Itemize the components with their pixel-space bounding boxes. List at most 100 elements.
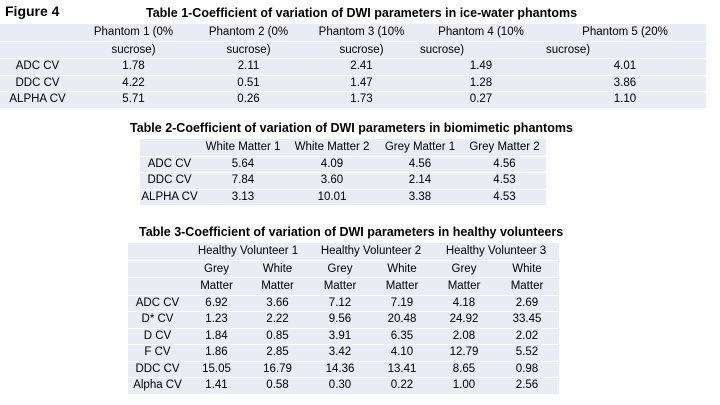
table-row: DDC CV 15.05 16.79 14.36 13.41 8.65 0.98 (128, 361, 559, 378)
table-cell: 0.30 (309, 377, 371, 395)
table-row: ADC CV 6.92 3.66 7.12 7.19 4.18 2.69 (128, 295, 559, 312)
row-label: D CV (128, 328, 187, 345)
table2-header-white-matter-2: White Matter 2 (287, 139, 377, 157)
table1-header-phantom-2: Phantom 2 (0% (192, 24, 305, 42)
table-cell: 1.49 (418, 58, 544, 76)
table-cell: 1.28 (418, 75, 544, 92)
table1-header-phantom-1: Phantom 1 (0% (75, 24, 192, 42)
table-cell: 1.41 (187, 377, 246, 395)
table-cell: 14.36 (309, 361, 371, 378)
table1-header-sub-4: sucrose) (418, 41, 544, 59)
table-cell: 2.69 (495, 295, 559, 312)
table1-header-row-2: sucrose) sucrose) sucrose) sucrose) sucr… (0, 41, 706, 59)
table3-sub-header: Grey (309, 260, 371, 278)
row-label: D* CV (128, 311, 187, 329)
table-cell: 4.18 (433, 295, 495, 312)
table3-sub-header: White (246, 260, 309, 278)
table2-biomimetic-phantoms: White Matter 1 White Matter 2 Grey Matte… (140, 139, 546, 206)
row-label: DDC CV (128, 361, 187, 378)
row-label: ADC CV (128, 295, 187, 312)
table1-ice-water-phantoms: Phantom 1 (0% Phantom 2 (0% Phantom 3 (1… (0, 24, 706, 109)
table3-sub-header: Matter (371, 277, 433, 296)
table3-sub-header-row-1: Grey White Grey White Grey White (128, 260, 559, 278)
table-row: D* CV 1.23 2.22 9.56 20.48 24.92 33.45 (128, 311, 559, 329)
table-cell: 13.41 (371, 361, 433, 378)
table-row: DDC CV 4.22 0.51 1.47 1.28 3.86 (0, 75, 706, 92)
table3-healthy-volunteers: Healthy Volunteer 1 Healthy Volunteer 2 … (128, 243, 559, 395)
table1-header-phantom-5: Phantom 5 (20% (544, 24, 706, 42)
row-label: ADC CV (0, 58, 75, 76)
table1-header-phantom-3: Phantom 3 (10% (305, 24, 418, 42)
table-cell: 4.53 (463, 172, 546, 190)
table-cell: 5.52 (495, 344, 559, 362)
table-cell: 4.10 (371, 344, 433, 362)
table3-group-volunteer-2: Healthy Volunteer 2 (309, 243, 433, 261)
table-cell: 20.48 (371, 311, 433, 329)
table-cell: 6.35 (371, 328, 433, 345)
table-cell: 4.01 (544, 58, 706, 76)
table-cell: 1.23 (187, 311, 246, 329)
table3-sub-header: Grey (187, 260, 246, 278)
table3-sub-header: Matter (246, 277, 309, 296)
figure-label: Figure 4 (5, 3, 60, 19)
table1-header-sub-5: sucrose) (544, 41, 706, 59)
table-cell: 0.58 (246, 377, 309, 395)
table-cell: 4.56 (377, 156, 463, 173)
table-cell: 1.86 (187, 344, 246, 362)
table-cell: 7.19 (371, 295, 433, 312)
table1-header-row-1: Phantom 1 (0% Phantom 2 (0% Phantom 3 (1… (0, 24, 706, 42)
table2-header-grey-matter-2: Grey Matter 2 (463, 139, 546, 157)
table-row: Alpha CV 1.41 0.58 0.30 0.22 1.00 2.56 (128, 377, 559, 395)
table2-header-row: White Matter 1 White Matter 2 Grey Matte… (140, 139, 546, 157)
table-cell: 0.51 (192, 75, 305, 92)
table3-group-volunteer-1: Healthy Volunteer 1 (187, 243, 309, 261)
table-cell: 0.27 (418, 91, 544, 109)
table-cell: 4.56 (463, 156, 546, 173)
table-cell: 0.22 (371, 377, 433, 395)
table3-sub-header: White (495, 260, 559, 278)
table3-sub-header: White (371, 260, 433, 278)
table-cell: 3.60 (287, 172, 377, 190)
table-cell: 2.11 (192, 58, 305, 76)
table-cell: 33.45 (495, 311, 559, 329)
table-cell: 0.85 (246, 328, 309, 345)
table2-header-white-matter-1: White Matter 1 (199, 139, 287, 157)
table-cell: 2.85 (246, 344, 309, 362)
table3-sub-header: Matter (433, 277, 495, 296)
table-cell: 1.10 (544, 91, 706, 109)
table-cell: 3.91 (309, 328, 371, 345)
table3-sub-header: Matter (309, 277, 371, 296)
table-cell: 7.12 (309, 295, 371, 312)
row-label: ADC CV (140, 156, 199, 173)
table3-title: Table 3-Coefficient of variation of DWI … (139, 225, 564, 239)
table-cell: 1.73 (305, 91, 418, 109)
table1-title: Table 1-Coefficient of variation of DWI … (146, 6, 578, 20)
table-cell: 4.22 (75, 75, 192, 92)
table-cell: 24.92 (433, 311, 495, 329)
table-row: D CV 1.84 0.85 3.91 6.35 2.08 2.02 (128, 328, 559, 345)
table2-header-grey-matter-1: Grey Matter 1 (377, 139, 463, 157)
table-cell: 0.98 (495, 361, 559, 378)
table-row: ADC CV 5.64 4.09 4.56 4.56 (140, 156, 546, 173)
table-row: ALPHA CV 5.71 0.26 1.73 0.27 1.10 (0, 91, 706, 109)
table2-title: Table 2-Coefficient of variation of DWI … (130, 121, 573, 135)
table-cell: 15.05 (187, 361, 246, 378)
table1-header-sub-3: sucrose) (305, 41, 418, 59)
table-cell: 9.56 (309, 311, 371, 329)
table-row: ALPHA CV 3.13 10.01 3.38 4.53 (140, 189, 546, 206)
table-cell: 3.86 (544, 75, 706, 92)
table-cell: 1.00 (433, 377, 495, 395)
table-cell: 8.65 (433, 361, 495, 378)
table-cell: 2.56 (495, 377, 559, 395)
row-label: ALPHA CV (0, 91, 75, 109)
table1-header-sub-1: sucrose) (75, 41, 192, 59)
table-cell: 2.14 (377, 172, 463, 190)
row-label: ALPHA CV (140, 189, 199, 206)
table-cell: 3.38 (377, 189, 463, 206)
table-cell: 3.13 (199, 189, 287, 206)
table1-header-phantom-4: Phantom 4 (10% (418, 24, 544, 42)
table-cell: 0.26 (192, 91, 305, 109)
table3-group-volunteer-3: Healthy Volunteer 3 (433, 243, 559, 261)
table-cell: 4.53 (463, 189, 546, 206)
table1-header-sub-2: sucrose) (192, 41, 305, 59)
